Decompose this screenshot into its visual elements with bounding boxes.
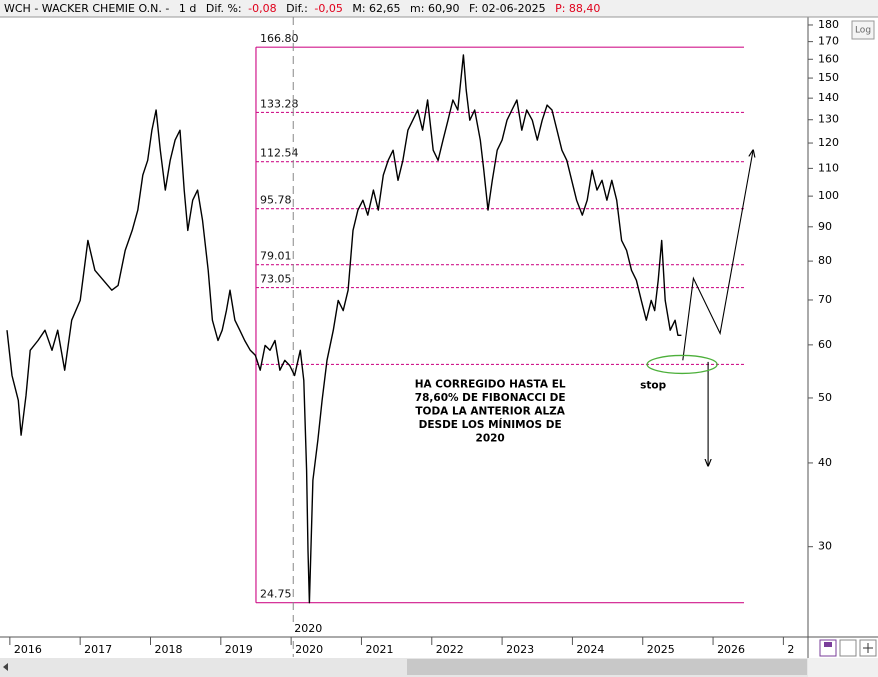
y-tick-label: 80 <box>818 254 832 267</box>
y-tick-label: 180 <box>818 18 839 31</box>
change-pct-label: Dif. %: <box>206 2 242 15</box>
y-tick-label: 100 <box>818 189 839 202</box>
y-axis-bg <box>808 17 878 637</box>
x-tick-label: 2026 <box>717 643 745 656</box>
period: 1 d <box>179 2 196 15</box>
fib-label: 133.28 <box>260 97 299 110</box>
fib-label: 73.05 <box>260 273 292 286</box>
annotation-line: HA CORREGIDO HASTA EL <box>415 378 566 390</box>
plot-bg <box>0 17 808 637</box>
annotation-line: 2020 <box>476 432 505 444</box>
y-tick-label: 110 <box>818 161 839 174</box>
stop-label: stop <box>640 379 666 391</box>
header: WCH - WACKER CHEMIE O.N. - 1 d Dif. %: -… <box>4 2 600 15</box>
scrollbar-thumb[interactable] <box>407 659 807 675</box>
y-tick-label: 90 <box>818 220 832 233</box>
x-tick-label: 2020 <box>295 643 323 656</box>
y-tick-label: 140 <box>818 91 839 104</box>
min: m: 60,90 <box>410 2 459 15</box>
x-tick-label: 2019 <box>225 643 253 656</box>
log-button[interactable] <box>851 20 875 40</box>
crosshair-icon <box>863 643 873 653</box>
change-label: Dif.: <box>286 2 308 15</box>
y-tick-label: 120 <box>818 136 839 149</box>
fib-label: 24.75 <box>260 588 292 601</box>
x-tick-label: 2017 <box>84 643 112 656</box>
cursor-label-bg <box>291 622 324 636</box>
projection-arrow <box>682 150 753 361</box>
fib-label: 95.78 <box>260 194 292 207</box>
symbol: WCH - WACKER CHEMIE O.N. - <box>4 2 169 15</box>
max: M: 62,65 <box>352 2 400 15</box>
y-tick-label: 60 <box>818 338 832 351</box>
x-tick-label: 2023 <box>506 643 534 656</box>
cursor-label: 2020 <box>294 622 322 635</box>
annotation-line: DESDE LOS MÍNIMOS DE <box>419 418 562 431</box>
y-tick-label: 130 <box>818 113 839 126</box>
annotation-line: TODA LA ANTERIOR ALZA <box>415 405 565 417</box>
pin-button[interactable] <box>839 639 857 657</box>
change-pct: -0,08 <box>248 2 276 15</box>
log-button-label[interactable]: Log <box>855 26 871 36</box>
y-tick-label: 150 <box>818 71 839 84</box>
y-tick-label: 70 <box>818 293 832 306</box>
x-tick-label: 2016 <box>14 643 42 656</box>
fib-label: 79.01 <box>260 250 292 263</box>
price: P: 88,40 <box>555 2 600 15</box>
x-tick-label: 2024 <box>576 643 604 656</box>
annotation-line: 78,60% DE FIBONACCI DE <box>415 392 566 404</box>
price-line <box>6 54 682 604</box>
chart-layer: 30 40 50 60 70 80 90 100 110 120 130 140 150 160 170 18… <box>6 17 839 657</box>
x-tick-label: 2022 <box>436 643 464 656</box>
save-icon <box>824 642 832 647</box>
fib-label: 112.54 <box>260 147 299 160</box>
y-tick-label: 160 <box>818 52 839 65</box>
x-tick-label: 2025 <box>647 643 675 656</box>
x-tick-label: 2018 <box>154 643 182 656</box>
stop-zone <box>646 354 718 375</box>
y-tick-label: 170 <box>818 35 839 48</box>
y-tick-label: 40 <box>818 456 832 469</box>
date: F: 02-06-2025 <box>469 2 546 15</box>
y-tick-label: 50 <box>818 391 832 404</box>
y-tick-label: 30 <box>818 540 832 553</box>
scroll-left[interactable] <box>3 663 8 671</box>
x-tick-label: 2 <box>787 643 794 656</box>
x-tick-label: 2021 <box>365 643 393 656</box>
x-axis-bg <box>0 637 878 658</box>
change: -0,05 <box>314 2 342 15</box>
fib-label: 166.80 <box>260 32 299 45</box>
